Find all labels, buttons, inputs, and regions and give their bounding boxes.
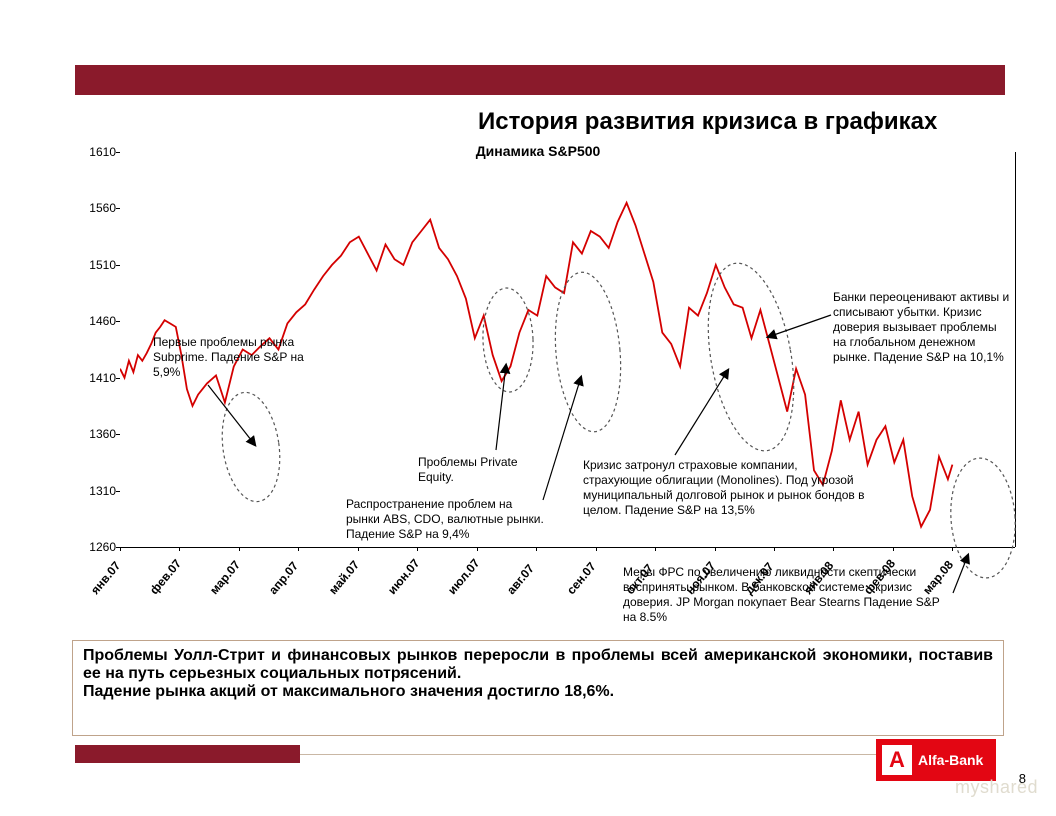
annotation-text: Кризис затронул страховые компании, стра… (583, 458, 868, 518)
x-tick-label: апр.07 (266, 559, 301, 597)
x-tick-mark (596, 547, 597, 551)
y-tick-label: 1510 (88, 258, 116, 272)
top-brand-bar (75, 65, 1005, 95)
annotation-text: Проблемы Private Equity. (418, 455, 538, 485)
watermark: myshared (955, 777, 1038, 798)
slide-title: История развития кризиса в графиках (478, 108, 937, 136)
alfa-bank-logo: A Alfa-Bank (876, 739, 996, 781)
x-tick-label: июн.07 (385, 556, 422, 597)
y-tick-label: 1560 (88, 201, 116, 215)
annotation-text: Распространение проблем на рынки ABS, CD… (346, 497, 546, 542)
summary-callout: Проблемы Уолл-Стрит и финансовых рынков … (72, 640, 1004, 736)
callout-line2: Падение рынка акций от максимального зна… (83, 683, 614, 700)
y-tick-mark (116, 265, 120, 266)
x-tick-mark (774, 547, 775, 551)
slide-root: История развития кризиса в графиках Дина… (0, 0, 1056, 816)
y-tick-label: 1460 (88, 314, 116, 328)
x-tick-mark (893, 547, 894, 551)
x-tick-label: мар.07 (207, 558, 243, 597)
x-tick-mark (179, 547, 180, 551)
y-tick-mark (116, 321, 120, 322)
logo-letter: A (882, 745, 912, 775)
x-tick-label: май.07 (326, 558, 362, 597)
annotation-text: Банки переоценивают активы и списывают у… (833, 290, 1013, 365)
x-tick-mark (477, 547, 478, 551)
x-tick-mark (417, 547, 418, 551)
y-tick-mark (116, 491, 120, 492)
annotation-text: Меры ФРС по увеличению ликвидности скепт… (623, 565, 953, 625)
bottom-divider (300, 754, 960, 755)
x-tick-label: янв.07 (88, 559, 123, 597)
y-tick-label: 1610 (88, 145, 116, 159)
logo-text: Alfa-Bank (918, 752, 983, 768)
x-tick-mark (833, 547, 834, 551)
x-tick-mark (952, 547, 953, 551)
x-tick-label: авг.07 (504, 562, 537, 597)
x-tick-mark (358, 547, 359, 551)
y-tick-label: 1260 (88, 540, 116, 554)
y-tick-mark (116, 434, 120, 435)
x-tick-label: сен.07 (564, 559, 599, 597)
x-tick-label: июл.07 (445, 556, 482, 597)
y-tick-mark (116, 152, 120, 153)
x-tick-mark (715, 547, 716, 551)
x-tick-mark (536, 547, 537, 551)
y-tick-label: 1360 (88, 427, 116, 441)
x-tick-label: фев.07 (147, 557, 184, 597)
x-axis-line (120, 547, 1015, 548)
x-tick-mark (239, 547, 240, 551)
y-tick-label: 1310 (88, 484, 116, 498)
x-tick-mark (655, 547, 656, 551)
callout-line1: Проблемы Уолл-Стрит и финансовых рынков … (83, 647, 993, 682)
annotation-arrow (953, 555, 968, 593)
y-tick-mark (116, 208, 120, 209)
x-tick-mark (298, 547, 299, 551)
chart-container: Динамика S&P500 126013101360141014601510… (48, 140, 1028, 615)
y-tick-label: 1410 (88, 371, 116, 385)
annotation-text: Первые проблемы рынка Subprime. Падение … (153, 335, 318, 380)
x-tick-mark (120, 547, 121, 551)
bottom-brand-strip (75, 745, 300, 763)
y-tick-mark (116, 378, 120, 379)
